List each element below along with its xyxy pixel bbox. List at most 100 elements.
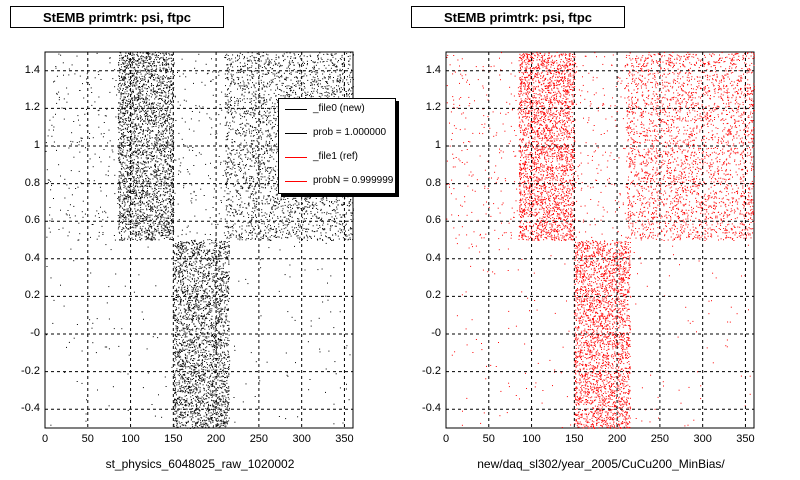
scatter-point: [230, 73, 232, 75]
scatter-point: [133, 183, 134, 185]
scatter-point: [183, 185, 185, 187]
scatter-point: [268, 120, 270, 122]
scatter-point: [263, 221, 265, 223]
scatter-point: [123, 205, 125, 207]
scatter-point: [122, 78, 124, 80]
scatter-point: [125, 181, 127, 183]
scatter-point: [146, 139, 147, 141]
scatter-point: [143, 138, 145, 140]
scatter-point: [127, 73, 129, 75]
scatter-point: [121, 164, 123, 166]
scatter-point: [78, 170, 80, 172]
scatter-point: [140, 58, 142, 60]
scatter-point: [138, 97, 140, 99]
scatter-point: [259, 232, 261, 234]
scatter-point: [200, 188, 202, 190]
scatter-point: [137, 87, 139, 89]
scatter-point: [167, 217, 169, 219]
scatter-point: [99, 156, 100, 158]
scatter-point: [120, 144, 122, 146]
scatter-point: [132, 198, 134, 200]
scatter-point: [134, 85, 136, 87]
scatter-point: [327, 97, 329, 99]
scatter-point: [142, 52, 144, 54]
scatter-point: [140, 217, 142, 219]
scatter-point: [133, 137, 135, 139]
scatter-point: [277, 86, 278, 88]
scatter-point: [314, 71, 316, 73]
scatter-point: [299, 212, 301, 214]
scatter-point: [143, 203, 145, 205]
scatter-point: [347, 68, 349, 69]
scatter-point: [264, 62, 266, 64]
scatter-point: [260, 236, 262, 238]
scatter-point: [278, 76, 280, 78]
scatter-point: [227, 59, 229, 61]
scatter-point: [270, 79, 272, 81]
scatter-point: [137, 161, 139, 163]
scatter-point: [252, 148, 253, 150]
scatter-point: [256, 216, 257, 218]
scatter-point: [134, 84, 136, 86]
scatter-point: [155, 65, 157, 66]
scatter-point: [146, 114, 148, 116]
scatter-point: [152, 130, 154, 131]
scatter-point: [141, 196, 142, 198]
scatter-point: [106, 195, 107, 197]
scatter-point: [265, 144, 267, 146]
scatter-point: [131, 103, 133, 105]
scatter-point: [157, 98, 159, 100]
scatter-point: [170, 182, 172, 184]
scatter-point: [164, 59, 166, 61]
scatter-point: [150, 173, 152, 175]
scatter-point: [125, 154, 127, 156]
scatter-point: [248, 186, 250, 188]
scatter-point: [121, 174, 123, 176]
scatter-point: [324, 86, 326, 88]
scatter-point: [340, 229, 342, 231]
scatter-point: [190, 118, 192, 120]
scatter-point: [154, 114, 156, 116]
scatter-point: [220, 200, 222, 201]
scatter-point: [134, 95, 135, 97]
scatter-point: [119, 205, 121, 207]
scatter-point: [140, 197, 141, 198]
scatter-point: [239, 55, 240, 57]
scatter-point: [129, 213, 131, 215]
scatter-point: [168, 174, 170, 176]
scatter-point: [258, 80, 260, 82]
scatter-point: [274, 118, 276, 120]
scatter-point: [299, 66, 301, 68]
scatter-point: [161, 126, 163, 128]
scatter-point: [224, 56, 226, 58]
scatter-point: [225, 160, 227, 162]
scatter-point: [275, 135, 277, 137]
scatter-point: [226, 222, 228, 224]
scatter-point: [121, 106, 123, 108]
scatter-point: [107, 142, 109, 144]
scatter-point: [202, 106, 204, 108]
scatter-point: [167, 154, 169, 156]
scatter-point: [152, 89, 154, 91]
scatter-point: [119, 82, 121, 84]
scatter-point: [138, 109, 140, 111]
scatter-point: [178, 219, 180, 221]
scatter-point: [169, 110, 171, 112]
scatter-point: [156, 184, 158, 186]
scatter-point: [137, 118, 139, 120]
scatter-point: [344, 216, 346, 218]
scatter-point: [138, 65, 140, 66]
scatter-point: [149, 200, 151, 202]
scatter-point: [317, 82, 319, 84]
scatter-point: [143, 217, 145, 219]
scatter-point: [138, 153, 140, 155]
scatter-point: [166, 125, 168, 127]
scatter-point: [144, 57, 146, 59]
scatter-point: [96, 210, 98, 212]
scatter-point: [298, 202, 300, 204]
scatter-point: [124, 68, 126, 70]
scatter-point: [195, 72, 197, 74]
scatter-point: [297, 80, 299, 82]
scatter-point: [329, 228, 331, 230]
scatter-point: [310, 212, 312, 214]
